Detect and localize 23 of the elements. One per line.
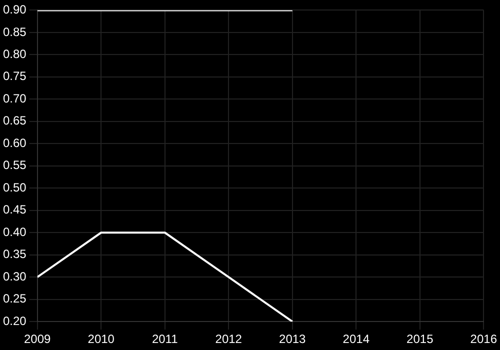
y-tick-label: 0.70 xyxy=(2,91,27,106)
x-tick-label: 2010 xyxy=(88,332,115,346)
y-tick-label: 0.80 xyxy=(2,47,27,61)
y-tick-label: 0.60 xyxy=(2,136,27,150)
y-tick-label: 0.40 xyxy=(2,224,27,239)
x-tick-label: 2012 xyxy=(215,332,242,346)
x-tick-label: 2016 xyxy=(470,332,498,346)
y-tick-label: 0.55 xyxy=(2,158,27,172)
y-tick-label: 0.30 xyxy=(2,269,27,284)
y-tick-label: 0.35 xyxy=(2,247,27,262)
y-tick-label: 0.90 xyxy=(2,2,27,17)
y-tick-label: 0.20 xyxy=(2,314,27,328)
x-tick-label: 2015 xyxy=(406,332,434,346)
y-tick-label: 0.45 xyxy=(2,202,27,217)
y-tick-label: 0.75 xyxy=(2,69,27,84)
x-tick-label: 2014 xyxy=(342,332,370,346)
y-tick-label: 0.25 xyxy=(2,292,27,306)
x-tick-label: 2009 xyxy=(24,332,52,346)
x-tick-label: 2011 xyxy=(152,332,178,346)
y-tick-label: 0.50 xyxy=(2,180,27,194)
y-tick-label: 0.65 xyxy=(2,114,27,128)
x-tick-label: 2013 xyxy=(279,332,306,346)
y-tick-label: 0.85 xyxy=(2,24,27,39)
